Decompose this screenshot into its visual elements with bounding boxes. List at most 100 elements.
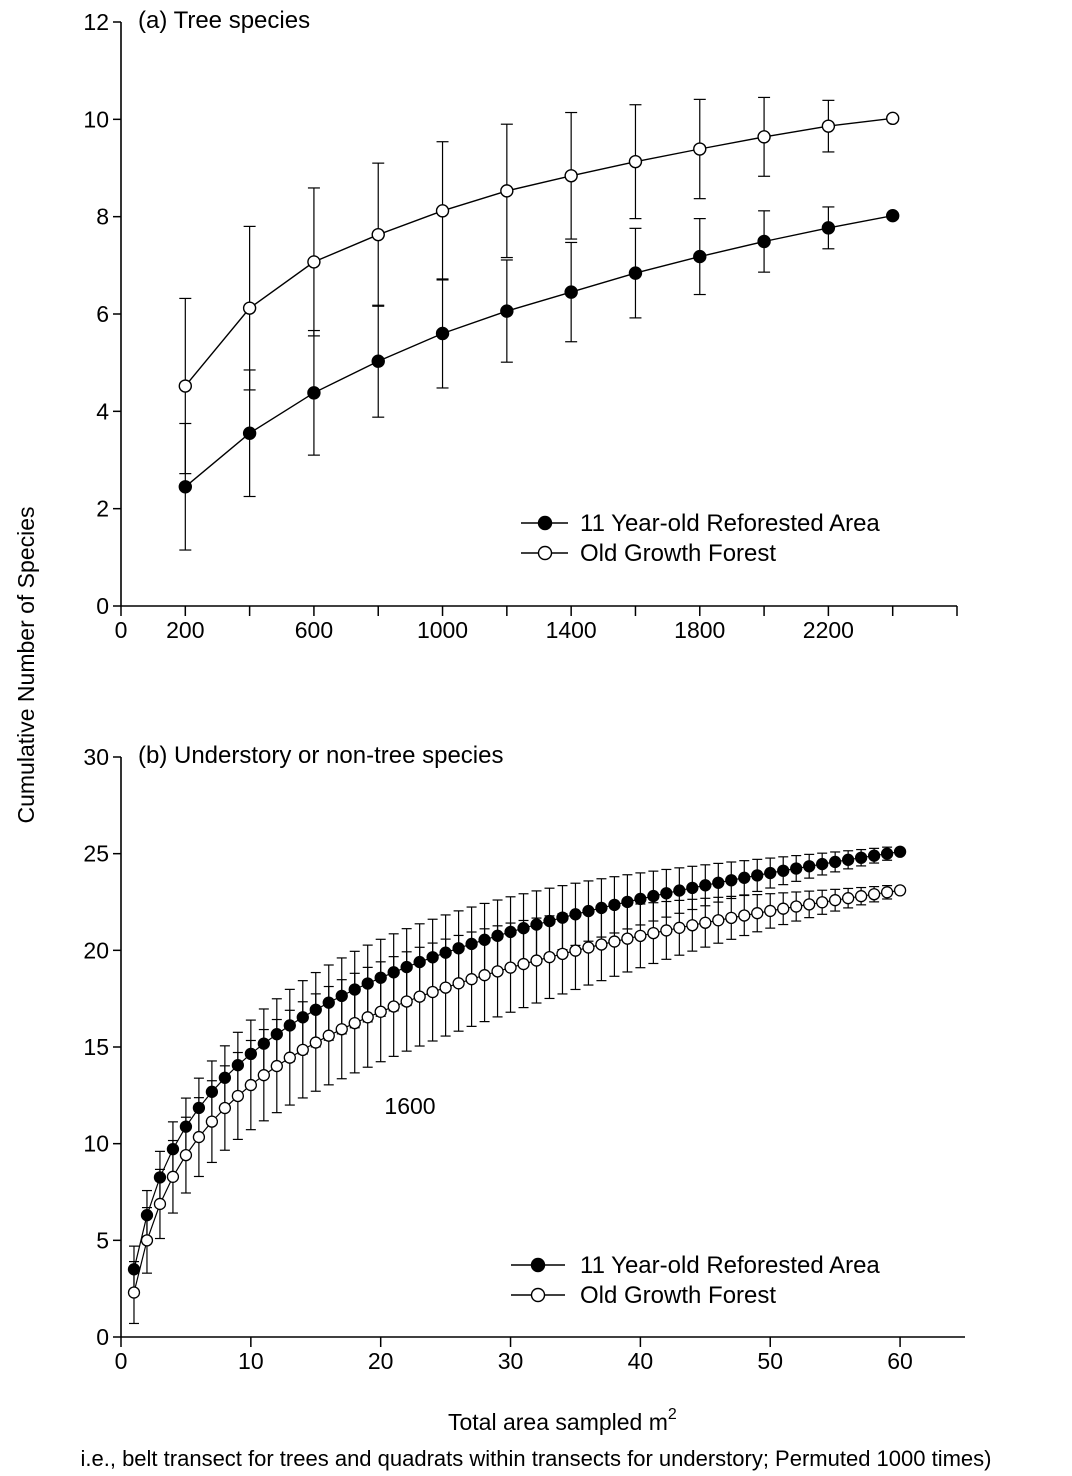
panel-a-y-ticks: 0 2 4 6 8 10 12: [83, 9, 121, 619]
legend-b-marker-reforested: [530, 1257, 546, 1273]
panel-b-point-old-growth: [634, 929, 647, 942]
panel-a-title: (a) Tree species: [138, 7, 310, 34]
panel-b-point-old-growth: [751, 907, 764, 920]
panel-b-point-old-growth: [452, 977, 465, 990]
panel-b-point-reforested: [777, 864, 790, 877]
panel-b-point-old-growth: [582, 941, 595, 954]
panel-b-x-tick-label: 0: [115, 1348, 128, 1374]
panel-a-point-old-growth: [693, 142, 707, 156]
panel-b-y-tick-label: 5: [96, 1227, 109, 1253]
panel-b-point-old-growth: [322, 1029, 335, 1042]
panel-b-point-reforested: [712, 876, 725, 889]
panel-b-point-old-growth: [387, 1000, 400, 1013]
panel-b-point-old-growth: [205, 1115, 219, 1128]
panel-a-tree-species: (a) Tree species 0 2 4 6 8 10 12 0 200 600 1000 14…: [83, 7, 958, 643]
panel-b-point-old-growth: [777, 902, 790, 915]
panel-b-x-tick-label: 20: [368, 1348, 394, 1374]
figure-caption: i.e., belt transect for trees and quadra…: [81, 1446, 992, 1471]
panel-a-y-tick-label: 6: [96, 301, 109, 327]
panel-b-point-reforested: [803, 860, 816, 873]
panel-b-point-old-growth: [348, 1016, 361, 1030]
panel-b-point-old-growth: [569, 944, 582, 957]
panel-b-line-old-growth: [133, 889, 901, 1293]
legend-a-label-reforested: 11 Year-old Reforested Area: [580, 510, 880, 537]
panel-b-point-old-growth: [153, 1197, 167, 1211]
panel-b-x-tick-label: 30: [498, 1348, 524, 1374]
panel-b-point-old-growth: [686, 919, 699, 932]
panel-b-point-old-growth: [361, 1011, 374, 1024]
panel-b-y-tick-label: 10: [83, 1131, 109, 1157]
panel-b-point-old-growth: [140, 1234, 154, 1247]
panel-b-point-old-growth: [296, 1043, 309, 1057]
panel-b-y-tick-label: 15: [83, 1034, 109, 1060]
panel-a-point-old-growth: [564, 169, 578, 183]
panel-a-x-tick-label: 600: [295, 617, 333, 643]
panel-b-point-old-growth: [660, 924, 673, 937]
panel-b-point-old-growth: [179, 1148, 193, 1162]
panel-b-point-old-growth: [621, 932, 634, 945]
panel-b-point-old-growth: [374, 1005, 387, 1018]
panel-b-point-old-growth: [699, 916, 712, 929]
panel-a-point-old-growth: [757, 130, 771, 144]
panel-b-point-reforested: [686, 881, 699, 895]
panel-b-point-reforested: [634, 892, 647, 906]
panel-b-point-reforested: [829, 855, 842, 869]
panel-b-point-old-growth: [257, 1069, 270, 1082]
panel-b-y-ticks: 0 5 10 15 20 25 30: [83, 744, 121, 1350]
panel-a-x-tick-label: 1800: [674, 617, 725, 643]
panel-b-point-old-growth: [880, 886, 894, 899]
panel-b-legend: 11 Year-old Reforested Area Old Growth F…: [511, 1252, 880, 1309]
panel-a-line-old-growth: [184, 117, 893, 387]
panel-b-series-reforested: [127, 845, 907, 1294]
panel-b-title: (b) Understory or non-tree species: [138, 742, 503, 769]
panel-b-point-old-growth: [841, 892, 855, 905]
panel-b-y-tick-label: 0: [96, 1324, 109, 1350]
panel-b-point-old-growth: [556, 947, 569, 961]
panel-a-point-reforested: [500, 304, 514, 318]
panel-b-point-old-growth: [218, 1101, 232, 1115]
panel-b-point-reforested: [738, 871, 751, 884]
panel-b-point-old-growth: [829, 894, 842, 907]
panel-b-point-old-growth: [335, 1023, 348, 1036]
panel-b-point-old-growth: [166, 1170, 180, 1183]
panel-b-point-old-growth: [608, 935, 621, 948]
panel-a-y-tick-label: 4: [96, 398, 109, 424]
panel-b-point-reforested: [673, 884, 686, 897]
panel-b-point-reforested: [647, 889, 660, 903]
panel-b-point-reforested: [841, 853, 855, 866]
panel-b-point-reforested: [854, 851, 868, 864]
panel-b-point-old-growth: [400, 995, 413, 1008]
panel-a-point-old-growth: [500, 184, 514, 198]
panel-b-x-tick-label: 50: [757, 1348, 783, 1374]
panel-b-point-old-growth: [790, 900, 803, 913]
panel-b-point-old-growth: [491, 965, 504, 978]
x-axis-title: Total area sampled m2: [448, 1406, 677, 1435]
panel-b-point-reforested: [893, 845, 907, 858]
panel-a-point-old-growth: [628, 154, 643, 169]
panel-b-point-reforested: [816, 857, 829, 871]
panel-b-x-tick-label: 10: [238, 1348, 264, 1374]
panel-b-point-reforested: [725, 874, 738, 887]
panel-b-point-old-growth: [530, 954, 543, 967]
panel-b-series: [127, 845, 907, 1325]
panel-b-point-old-growth: [673, 921, 686, 934]
panel-a-point-reforested: [435, 326, 450, 341]
panel-b-understory-species: (b) Understory or non-tree species 1600 …: [83, 742, 965, 1374]
panel-b-point-old-growth: [283, 1051, 296, 1064]
panel-b-point-reforested: [764, 866, 777, 880]
panel-a-point-reforested: [757, 234, 771, 249]
legend-b-label-reforested: 11 Year-old Reforested Area: [580, 1252, 880, 1279]
panel-b-point-old-growth: [867, 888, 881, 901]
panel-b-point-old-growth: [893, 884, 907, 897]
panel-b-y-tick-label: 20: [83, 937, 109, 963]
panel-a-legend: 11 Year-old Reforested Area Old Growth F…: [521, 510, 880, 567]
panel-a-y-tick-label: 12: [83, 9, 109, 35]
panel-b-point-old-growth: [192, 1130, 206, 1144]
panel-b-y-tick-label: 25: [83, 841, 109, 867]
panel-a-point-reforested: [885, 208, 900, 223]
panel-b-point-old-growth: [413, 990, 426, 1003]
panel-b-point-old-growth: [647, 926, 660, 940]
panel-b-point-old-growth: [127, 1286, 141, 1299]
panel-a-point-old-growth: [178, 379, 193, 393]
panel-b-point-reforested: [699, 879, 712, 892]
